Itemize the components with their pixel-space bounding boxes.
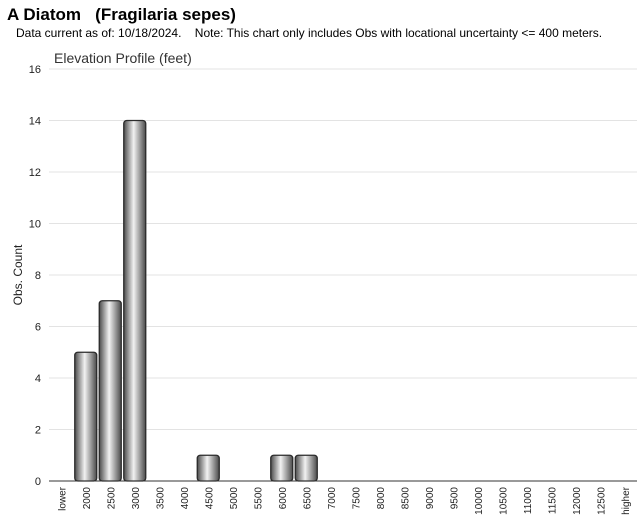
x-tick-label: higher	[621, 486, 632, 514]
x-tick-label: 9500	[449, 487, 460, 510]
x-tick-label: 3500	[155, 487, 166, 510]
page-title: A Diatom (Fragilaria sepes)	[7, 5, 236, 24]
y-tick-label: 10	[29, 219, 41, 231]
bar-4500	[196, 454, 220, 482]
x-tick-label: 8000	[376, 487, 387, 510]
y-tick-label: 8	[35, 270, 41, 282]
y-tick-labels: 0 2 4 6 8 10 12 14 16	[29, 64, 41, 488]
x-tick-label: 6500	[302, 487, 313, 510]
data-note: Data current as of: 10/18/2024. Note: Th…	[16, 26, 603, 40]
x-tick-label: 10000	[474, 487, 485, 515]
x-tick-label: 5000	[229, 487, 240, 510]
x-tick-label: 4000	[180, 487, 191, 510]
x-tick-labels: lower 2000 2500 3000 3500 4000 4500 5000 5500 600…	[57, 486, 632, 514]
y-axis-label: Obs. Count	[11, 244, 25, 305]
x-tick-label: 7500	[351, 487, 362, 510]
x-tick-label: 2000	[82, 487, 93, 510]
y-tick-label: 0	[35, 476, 41, 488]
x-tick-label: 12500	[596, 487, 607, 515]
x-tick-label: 8500	[400, 487, 411, 510]
bar-6500	[294, 454, 318, 482]
bar-2000	[74, 351, 98, 482]
x-tick-label: 11500	[547, 487, 558, 515]
bar-6000	[270, 454, 294, 482]
x-tick-label: 11000	[523, 487, 534, 515]
y-tick-label: 4	[35, 373, 41, 385]
bar-3000	[123, 119, 147, 482]
y-tick-label: 16	[29, 64, 41, 76]
chart-title: Elevation Profile (feet)	[54, 50, 192, 66]
bars	[74, 119, 318, 482]
bar-2500	[98, 300, 122, 482]
x-tick-label: 7000	[327, 487, 338, 510]
y-tick-label: 14	[29, 116, 41, 128]
y-tick-label: 12	[29, 167, 41, 179]
x-tick-label: 6000	[278, 487, 289, 510]
x-tick-label: lower	[57, 486, 68, 511]
x-tick-label: 12000	[572, 487, 583, 515]
gridlines	[49, 68, 637, 430]
x-tick-label: 9000	[425, 487, 436, 510]
x-tick-label: 3000	[131, 487, 142, 510]
x-tick-label: 2500	[106, 487, 117, 510]
x-tick-label: 10500	[498, 487, 509, 515]
y-tick-label: 2	[35, 425, 41, 437]
y-tick-label: 6	[35, 322, 41, 334]
x-tick-label: 4500	[204, 487, 215, 510]
x-tick-label: 5500	[253, 487, 264, 510]
